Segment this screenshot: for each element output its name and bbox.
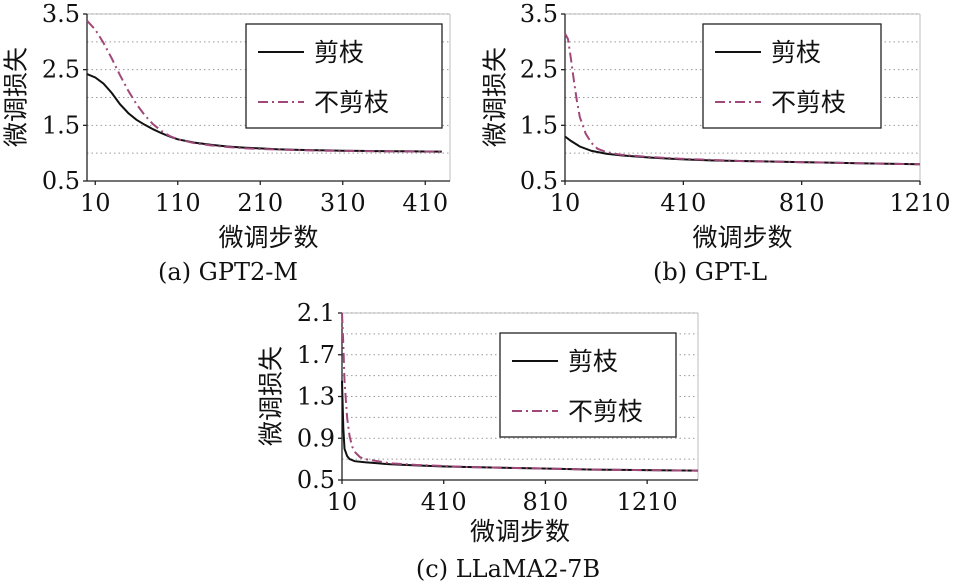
chart-caption: (b) GPT-L (653, 258, 767, 286)
x-tick-label: 110 (155, 189, 201, 217)
y-tick-label: 1.5 (520, 111, 558, 139)
y-tick-label: 0.9 (297, 424, 335, 452)
y-tick-label: 0.5 (520, 167, 558, 195)
x-tick-label: 410 (660, 189, 706, 217)
y-tick-label: 0.5 (297, 466, 335, 494)
y-tick-label: 1.5 (42, 111, 80, 139)
x-tick-label: 410 (402, 189, 448, 217)
y-tick-label: 1.7 (297, 341, 335, 369)
legend-label-prune: 剪枝 (568, 347, 618, 376)
chart-panel-3: 0.5 0.9 1.3 1.7 2.1 10 410 810 1210 微调步数 微调损失 (c) L… (257, 299, 699, 583)
x-tick-label: 1210 (889, 189, 950, 217)
legend-label-no-prune: 不剪枝 (314, 88, 389, 117)
series-line-no-prune (341, 312, 699, 472)
legend-label-prune: 剪枝 (314, 38, 364, 67)
x-tick-label: 1210 (617, 488, 678, 516)
x-tick-label: 10 (550, 189, 581, 217)
y-tick-label: 2.1 (297, 299, 335, 327)
x-tick-label: 810 (779, 189, 825, 217)
chart-caption: (a) GPT2-M (158, 258, 298, 286)
legend-label-prune: 剪枝 (771, 38, 821, 67)
x-tick-label: 410 (421, 488, 467, 516)
y-axis-label: 微调损失 (257, 346, 286, 446)
y-tick-label: 2.5 (520, 56, 558, 84)
x-tick-label: 210 (237, 189, 283, 217)
chart-panel-1: 0.5 1.5 2.5 3.5 10 110 210 310 410 微调步数 微调损失 (a) GP… (2, 0, 451, 286)
x-tick-label: 310 (320, 189, 366, 217)
chart-panel-2: 0.5 1.5 2.5 3.5 10 410 810 1210 微调步数 微调损失 (b) GPT-… (481, 0, 951, 286)
y-tick-label: 2.5 (42, 56, 80, 84)
y-tick-label: 1.3 (297, 383, 335, 411)
legend-label-no-prune: 不剪枝 (568, 397, 643, 426)
y-axis-label: 微调损失 (481, 47, 510, 147)
x-axis-label: 微调步数 (218, 223, 318, 252)
series-line-no-prune (564, 33, 921, 166)
x-axis-label: 微调步数 (692, 223, 792, 252)
y-tick-label: 3.5 (520, 0, 558, 28)
legend-box (245, 23, 443, 129)
y-tick-label: 0.5 (42, 167, 80, 195)
x-tick-label: 810 (523, 488, 569, 516)
legend-box (702, 23, 882, 129)
chart-caption: (c) LLaMA2-7B (416, 555, 600, 583)
y-axis-label: 微调损失 (2, 47, 31, 147)
x-tick-label: 10 (327, 488, 358, 516)
legend-box (499, 332, 677, 438)
legend-label-no-prune: 不剪枝 (771, 88, 846, 117)
x-axis-label: 微调步数 (470, 517, 570, 546)
y-tick-label: 3.5 (42, 0, 80, 28)
x-tick-label: 10 (80, 189, 111, 217)
series-line-no-prune (86, 20, 442, 153)
